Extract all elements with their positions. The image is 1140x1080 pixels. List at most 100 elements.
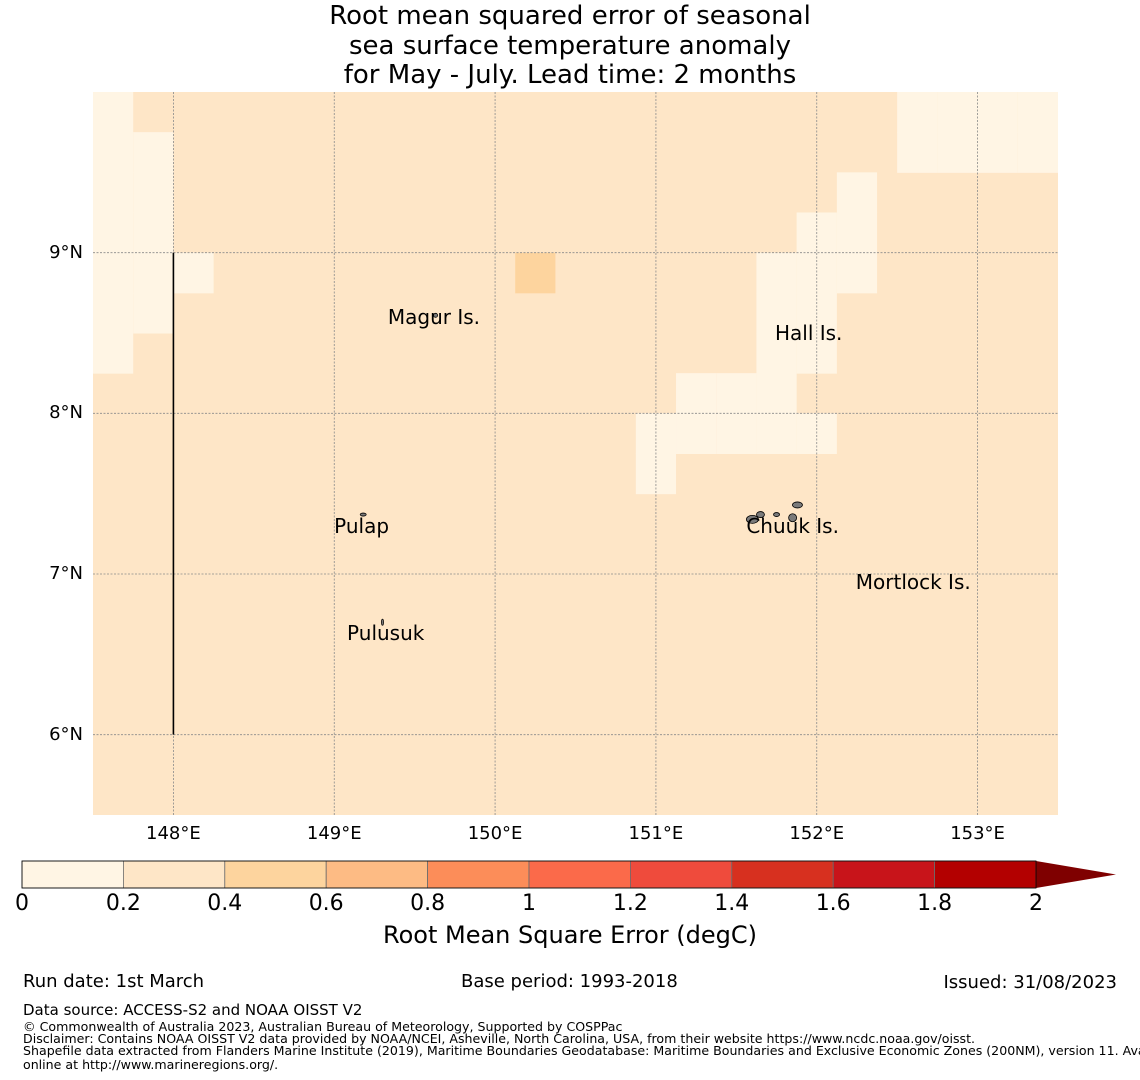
map-cell	[1017, 132, 1058, 173]
place-label: Pulap	[334, 513, 390, 538]
map-cell	[836, 212, 878, 254]
map-cell	[836, 252, 878, 294]
colorbar-tick-label: 0.4	[207, 891, 243, 916]
map-cell	[937, 92, 978, 133]
map-cell	[977, 132, 1018, 173]
colorbar-segment	[832, 860, 936, 889]
map-cell	[133, 252, 174, 294]
colorbar-tick-label: 1.8	[917, 891, 953, 916]
colorbar-segment	[325, 860, 429, 889]
place-label: Pulusuk	[347, 621, 425, 646]
disclaimer: Disclaimer: Contains NOAA OISST V2 data …	[23, 1031, 976, 1046]
title-line-1: Root mean squared error of seasonal	[329, 1, 811, 31]
island-shape	[773, 512, 780, 517]
map-cell	[93, 292, 134, 334]
map-cell	[93, 92, 134, 133]
shapefile-credit-line-2: online at http://www.marineregions.org/.	[23, 1057, 279, 1072]
chart-title: Root mean squared error of seasonal sea …	[0, 1, 1140, 91]
place-label: Magur Is.	[387, 304, 481, 329]
colorbar-segment	[731, 860, 834, 889]
colorbar-tick-label: 1	[522, 891, 536, 916]
map-cell	[796, 252, 837, 294]
colorbar-segment	[528, 860, 631, 889]
colorbar-segment	[630, 860, 733, 889]
map-cell	[756, 292, 797, 334]
lat-tick-label: 9°N	[49, 241, 83, 263]
island-shape	[788, 513, 798, 523]
map-cell	[716, 373, 757, 414]
map-cell	[515, 252, 556, 294]
base-period: Base period: 1993-2018	[461, 971, 678, 992]
place-label: Chuuk Is.	[746, 513, 839, 538]
lon-tick-label: 148°E	[146, 823, 201, 844]
map-cell	[836, 172, 878, 213]
colorbar-tick-label: 1.6	[815, 891, 851, 916]
island-shape	[433, 312, 438, 318]
place-label: Mortlock Is.	[855, 570, 971, 595]
lon-tick-label: 151°E	[628, 823, 684, 844]
map-cell	[1017, 92, 1058, 133]
map-cell	[897, 132, 938, 173]
map-cell	[173, 252, 214, 294]
map-cell	[93, 132, 134, 173]
map-cell	[756, 333, 797, 374]
issued-date: Issued: 31/08/2023	[943, 972, 1117, 993]
map-cell	[716, 413, 757, 454]
colorbar-tick-label: 0.2	[105, 891, 141, 916]
colorbar-frame	[21, 860, 1037, 889]
map-cell	[93, 172, 134, 213]
map-cells	[93, 92, 1058, 815]
lat-tick-label: 8°N	[49, 402, 83, 424]
map-background	[93, 92, 1058, 815]
lat-tick-label: 7°N	[49, 563, 83, 584]
title-line-3: for May - July. Lead time: 2 months	[343, 60, 797, 90]
copyright: © Commonwealth of Australia 2023, Austra…	[23, 1019, 623, 1034]
rmse-map	[21, 92, 1116, 889]
island-outlines	[359, 312, 803, 626]
map-cell	[756, 413, 797, 454]
map-cell	[93, 333, 134, 374]
colorbar-tick-label: 0	[15, 891, 29, 916]
map-cell	[937, 132, 978, 173]
lon-tick-label: 153°E	[950, 823, 1005, 844]
island-shape	[746, 514, 759, 524]
map-cell	[133, 292, 174, 334]
colorbar-tick-label: 2	[1029, 891, 1043, 916]
colorbar-tick-label: 1.2	[612, 891, 648, 916]
map-cell	[676, 373, 717, 414]
colorbar-segment	[224, 860, 327, 889]
map-cell	[133, 172, 174, 213]
map-cell	[977, 92, 1018, 133]
map-cell	[676, 413, 717, 454]
map-cell	[133, 132, 174, 173]
colorbar-extend-arrow	[1036, 861, 1116, 888]
shapefile-credit-line-1: Shapefile data extracted from Flanders M…	[23, 1043, 1140, 1058]
island-shape	[381, 618, 384, 626]
lon-tick-label: 152°E	[789, 823, 845, 844]
colorbar-tick-label: 0.8	[410, 891, 446, 916]
colorbar-segment	[427, 860, 530, 889]
island-shape	[756, 511, 765, 518]
map-cell	[756, 252, 797, 294]
map-cell	[93, 212, 134, 254]
map-cell	[897, 92, 938, 133]
map-cell	[93, 252, 134, 294]
colorbar	[21, 860, 1116, 889]
colorbar-tick-label: 0.6	[308, 891, 344, 916]
data-source: Data source: ACCESS-S2 and NOAA OISST V2	[23, 1001, 363, 1019]
colorbar-segment	[934, 860, 1037, 889]
run-date: Run date: 1st March	[23, 971, 205, 992]
map-cell	[756, 373, 797, 414]
title-line-2: sea surface temperature anomaly	[349, 30, 791, 61]
place-label: Hall Is.	[774, 321, 843, 345]
map-cell	[133, 212, 174, 254]
colorbar-segment	[21, 860, 124, 889]
lon-tick-label: 150°E	[467, 823, 523, 844]
colorbar-tick-label: 1.4	[714, 891, 750, 916]
island-shape	[792, 501, 803, 509]
lat-tick-label: 6°N	[49, 723, 83, 745]
colorbar-segment	[123, 860, 226, 889]
lon-tick-label: 149°E	[306, 823, 362, 844]
island-shape	[359, 512, 367, 517]
colorbar-label: Root Mean Square Error (degC)	[383, 921, 757, 949]
